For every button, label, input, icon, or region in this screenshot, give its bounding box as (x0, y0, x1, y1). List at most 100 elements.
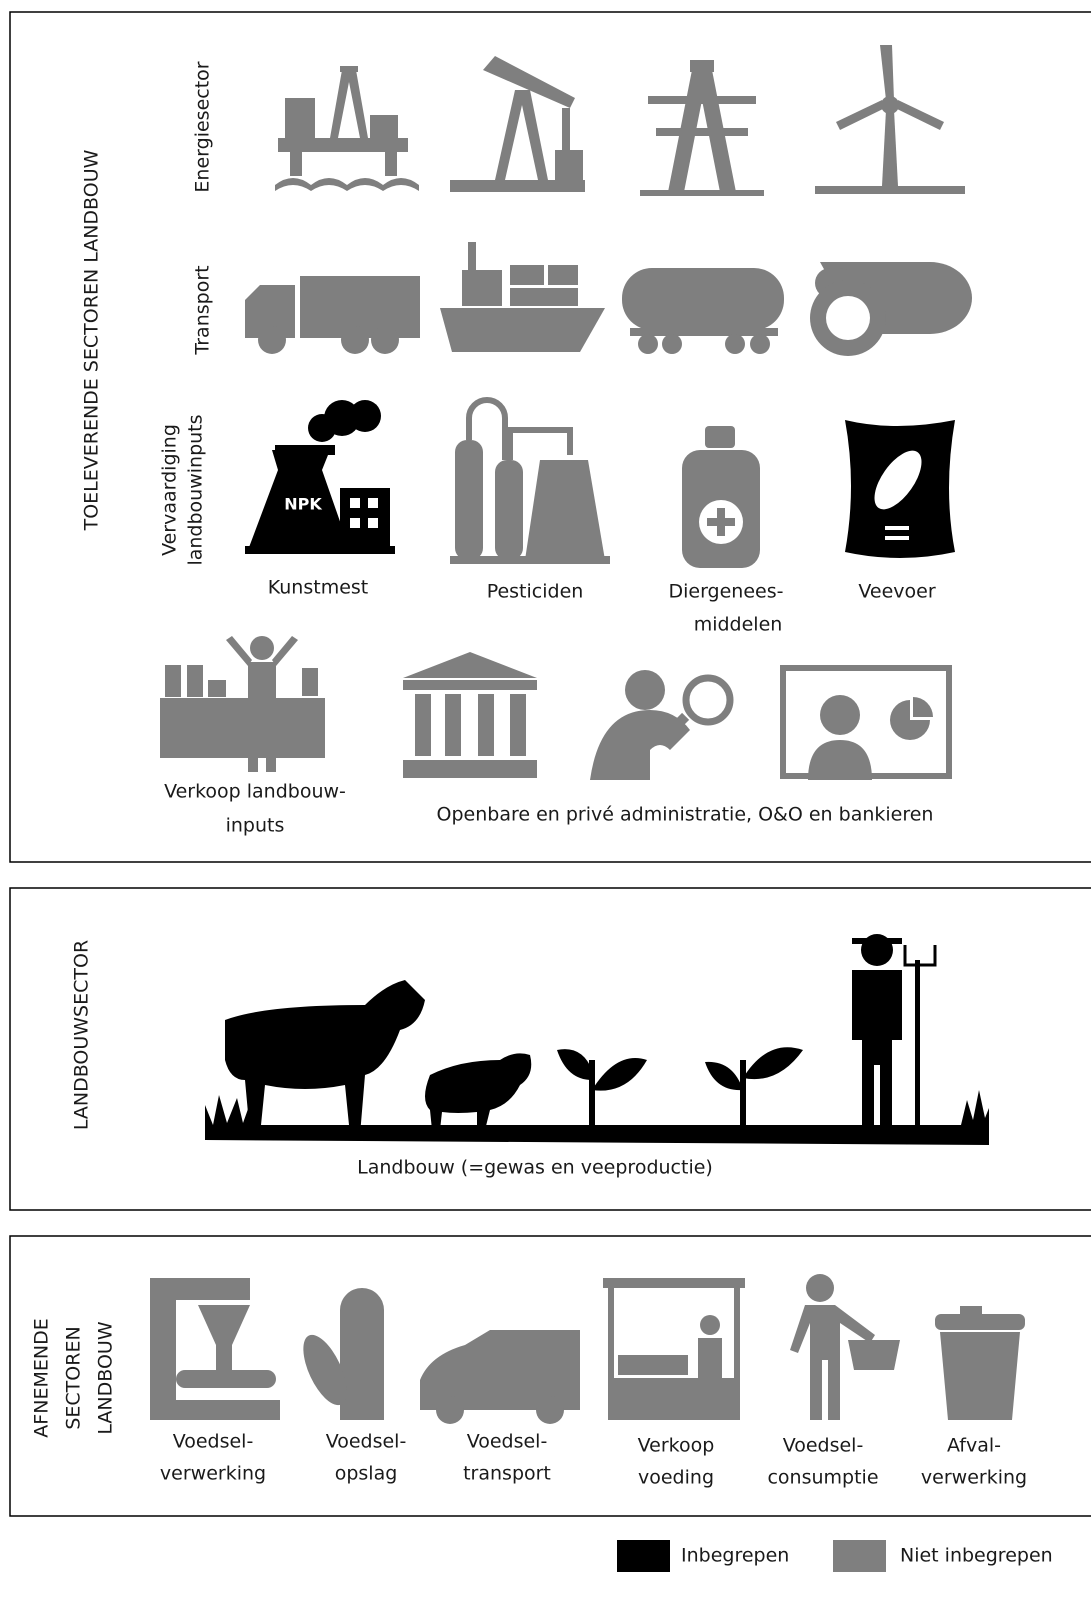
icon-food-transport-part (436, 1396, 464, 1424)
icon-food-processing-part (150, 1278, 250, 1300)
icon-pumpjack-part (555, 150, 583, 180)
icon-fertilizer-factory-part (245, 546, 395, 554)
icon-food-retail-part (734, 1288, 740, 1378)
icon-waste-bin-part (935, 1314, 1025, 1330)
caption: Voedsel- (326, 1431, 407, 1453)
icon-farm-scene-part (705, 1047, 803, 1090)
section-label: AFNEMENDE (31, 1318, 53, 1437)
icon-pipes-part (826, 296, 870, 340)
icon-wind-turbine-part (836, 100, 885, 130)
icon-tank-wagon-part (638, 334, 658, 354)
icon-oil-platform-part (330, 70, 368, 138)
icon-vendor-part (187, 665, 203, 697)
icon-farm-scene-part (852, 938, 902, 944)
icon-pesticide-plant (450, 400, 610, 564)
icon-oil-platform-part (370, 115, 398, 140)
icon-presentation (783, 668, 949, 780)
legend-swatch (833, 1540, 886, 1572)
icon-pylon-part (690, 60, 714, 72)
caption: Afval- (947, 1435, 1001, 1457)
icon-bank-part (510, 694, 526, 756)
legend-swatch (617, 1540, 670, 1572)
icon-food-consumption-part (848, 1340, 900, 1370)
icon-tank-wagon-part (750, 334, 770, 354)
caption: opslag (335, 1463, 398, 1485)
caption: Kunstmest (268, 577, 369, 599)
caption: Voedsel- (783, 1435, 864, 1457)
icon-presentation-part (820, 695, 860, 735)
icon-wind-turbine (815, 45, 965, 194)
icon-vendor-part (250, 636, 274, 660)
icon-ship-part (510, 265, 544, 285)
icon-vendor (160, 636, 325, 772)
icon-text: NPK (284, 495, 322, 514)
caption: Verkoop (638, 1435, 715, 1457)
icon-food-processing-part (198, 1305, 250, 1345)
icon-fertilizer-factory-part (275, 445, 335, 455)
icon-tank-wagon (622, 268, 784, 354)
icon-bank-part (403, 652, 537, 678)
icon-food-retail-part (700, 1315, 720, 1335)
icon-vendor-part (248, 712, 258, 772)
icon-truck-part (341, 326, 369, 354)
icon-wind-turbine-part (880, 45, 894, 100)
icon-pumpjack-part (495, 90, 548, 180)
icon-presentation-part (808, 740, 872, 780)
icon-tank-wagon-part (630, 328, 778, 336)
icon-bank-part (403, 760, 537, 778)
icon-fertilizer-factory-part (368, 518, 378, 528)
icon-food-processing (150, 1278, 280, 1420)
icon-waste-bin (935, 1306, 1025, 1420)
icon-food-consumption-part (806, 1274, 834, 1302)
icon-wind-turbine-part (895, 100, 944, 130)
caption: consumptie (767, 1467, 878, 1489)
icon-oil-platform-part (275, 178, 419, 191)
icon-fertilizer-factory-part (368, 498, 378, 508)
legend-label: Niet inbegrepen (900, 1545, 1053, 1567)
icon-oil-platform-part (290, 152, 302, 176)
caption: Pesticiden (487, 581, 584, 603)
icon-wind-turbine-part (882, 110, 898, 186)
icon-pesticide-plant-part (510, 430, 570, 460)
icon-farm-scene-part (557, 1049, 647, 1130)
icon-vendor-part (248, 662, 276, 712)
icon-oil-platform-part (285, 98, 315, 138)
section-label: SECTOREN (63, 1326, 85, 1429)
icon-pesticide-plant-part (525, 460, 605, 560)
icon-food-transport-part (536, 1396, 564, 1424)
section-label: LANDBOUW (95, 1321, 117, 1434)
icon-pumpjack (450, 56, 585, 192)
icon-tank-wagon-part (622, 268, 784, 330)
caption: Verkoop landbouw- (164, 781, 346, 803)
icon-food-retail-part (603, 1278, 745, 1288)
caption: verwerking (160, 1463, 266, 1485)
icon-vendor-part (208, 680, 226, 697)
diagram: TOELEVERENDE SECTOREN LANDBOUW Energiese… (0, 0, 1091, 1608)
icon-ship-part (468, 242, 476, 272)
icon-feed-bag (845, 420, 955, 558)
icon-oil-platform-part (340, 66, 358, 72)
caption: Veevoer (858, 581, 935, 603)
icon-fertilizer-factory (245, 400, 395, 554)
icon-ship-part (548, 265, 578, 285)
icon-oil-platform (275, 66, 419, 191)
icon-food-consumption (790, 1274, 900, 1420)
icon-bank-part (415, 694, 431, 756)
caption: verwerking (921, 1467, 1027, 1489)
icon-waste-bin-part (940, 1332, 1020, 1420)
caption: Landbouw (=gewas en veeproductie) (357, 1157, 713, 1179)
icon-farm-scene-part (852, 970, 902, 1135)
icon-ship-part (440, 308, 605, 352)
icon-farm-scene-part (425, 1053, 531, 1130)
icon-researcher-part (686, 678, 730, 722)
caption: Voedsel- (173, 1431, 254, 1453)
icon-vendor-part (226, 636, 252, 666)
icon-food-storage (294, 1288, 384, 1420)
caption: middelen (694, 614, 783, 636)
icon-pipes (810, 262, 972, 356)
icon-pesticide-plant-part (450, 556, 610, 564)
icon-bank-part (478, 694, 494, 756)
legend-label: Inbegrepen (681, 1545, 789, 1567)
icon-food-transport (420, 1330, 580, 1424)
icon-bank-part (445, 694, 461, 756)
